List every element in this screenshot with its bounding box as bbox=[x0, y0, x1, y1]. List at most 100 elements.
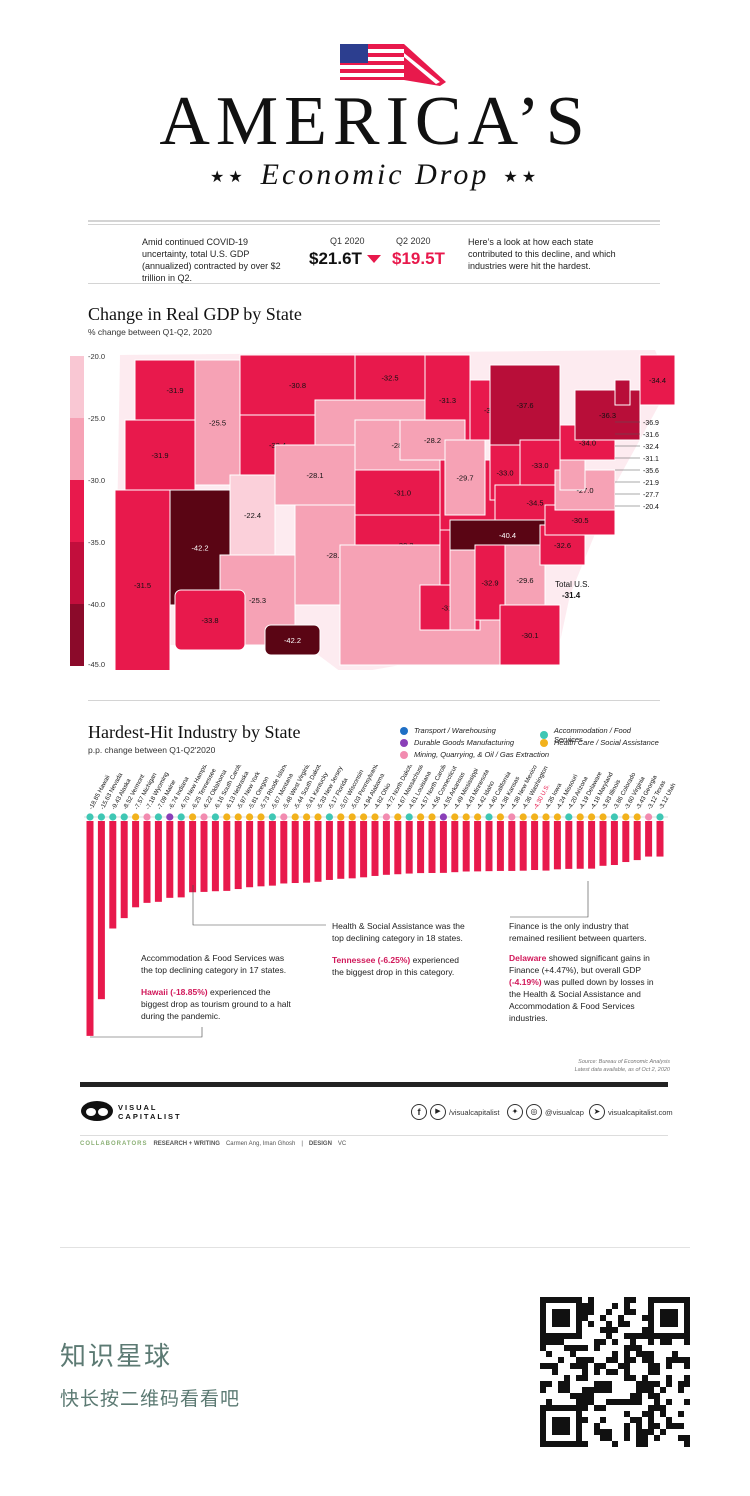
bar-delaware bbox=[576, 821, 584, 869]
bar-alabama bbox=[360, 821, 368, 878]
website-text[interactable]: visualcapitalist.com bbox=[608, 1107, 673, 1117]
industry-dot bbox=[474, 813, 482, 821]
industry-dot bbox=[531, 813, 539, 821]
bar-tennessee bbox=[189, 821, 197, 893]
qr-module bbox=[582, 1405, 588, 1411]
industry-dot bbox=[542, 813, 550, 821]
qr-module bbox=[594, 1387, 600, 1393]
industry-dot bbox=[348, 813, 356, 821]
bar-colorado bbox=[610, 821, 618, 866]
industry-dot bbox=[189, 813, 197, 821]
social-group-2[interactable]: ✦ ◎ @visualcap bbox=[507, 1104, 584, 1120]
qr-code[interactable] bbox=[540, 1297, 690, 1447]
qr-module bbox=[624, 1357, 630, 1363]
leader-hawaii bbox=[90, 1027, 203, 1038]
qr-module bbox=[540, 1363, 546, 1369]
state-ut bbox=[229, 474, 276, 556]
scale-swatch bbox=[70, 418, 84, 480]
qr-module bbox=[654, 1369, 660, 1375]
bar-u-s- bbox=[531, 821, 539, 871]
qr-module bbox=[612, 1441, 618, 1447]
bar-north-dakota bbox=[382, 821, 390, 875]
down-arrow-icon bbox=[367, 255, 381, 263]
collab-design: VC bbox=[337, 1141, 347, 1147]
qr-module bbox=[624, 1375, 630, 1381]
qr-module bbox=[648, 1405, 654, 1411]
industry-dot bbox=[303, 813, 311, 821]
brand-line-1: VISUAL bbox=[118, 1103, 158, 1112]
qr-module bbox=[624, 1429, 630, 1435]
qr-module bbox=[558, 1381, 564, 1387]
bar-south-carolina bbox=[211, 821, 219, 892]
visual-capitalist-logo-icon bbox=[81, 1101, 113, 1121]
qr-module bbox=[654, 1405, 660, 1411]
state-value-label: -29.7 bbox=[456, 474, 473, 483]
industry-dot bbox=[576, 813, 584, 821]
industry-dot bbox=[428, 813, 436, 821]
qr-module bbox=[570, 1351, 576, 1357]
us-gdp-map: -31.9 -31.9 -25.5 -30.8 -32.4 -42.2 -31.5 -22.4… bbox=[115, 350, 675, 670]
industry-dot bbox=[462, 813, 470, 821]
main-title: AMERICA’S bbox=[159, 83, 591, 160]
industry-dot bbox=[223, 813, 231, 821]
qr-module bbox=[564, 1375, 570, 1381]
bar-ohio bbox=[371, 821, 379, 876]
promo-title: 知识星球 bbox=[60, 1341, 173, 1371]
twitter-icon[interactable]: ✦ bbox=[507, 1104, 523, 1120]
qr-module bbox=[552, 1339, 558, 1345]
bar-illinois bbox=[599, 821, 607, 866]
scale-swatch bbox=[70, 604, 84, 666]
qr-module bbox=[642, 1381, 648, 1387]
state-value-label: -28.3 bbox=[326, 551, 343, 560]
state-wv bbox=[559, 454, 586, 491]
bar-connecticut bbox=[428, 821, 436, 873]
qr-module bbox=[636, 1399, 642, 1405]
qr-module bbox=[594, 1345, 600, 1351]
total-us-label: Total U.S. bbox=[555, 580, 590, 589]
state-value-label: -32.5 bbox=[381, 374, 398, 383]
youtube-icon[interactable]: ▶ bbox=[430, 1104, 446, 1120]
bar-oregon bbox=[246, 821, 254, 888]
qr-module bbox=[588, 1297, 594, 1303]
industry-dot bbox=[485, 813, 493, 821]
qr-module bbox=[540, 1381, 546, 1387]
state-value-label: -30.1 bbox=[521, 631, 538, 640]
industry-dot bbox=[371, 813, 379, 821]
qr-module bbox=[594, 1423, 600, 1429]
social-handle-2[interactable]: @visualcap bbox=[545, 1107, 584, 1117]
industry-dot bbox=[246, 813, 254, 821]
bar-nevada bbox=[97, 821, 105, 1000]
bar-wyoming bbox=[143, 821, 151, 903]
intro-right-text: Here’s a look at how each state contribu… bbox=[468, 237, 616, 271]
collab-sep: | bbox=[301, 1141, 303, 1147]
annotation-tennessee: Tennessee (-6.25%) experienced the bigge… bbox=[332, 954, 472, 978]
industry-dot bbox=[154, 813, 162, 821]
divider-intro bbox=[88, 283, 660, 284]
callout-value: -32.4 bbox=[643, 444, 659, 451]
instagram-icon[interactable]: ◎ bbox=[526, 1104, 542, 1120]
website-link[interactable]: ➤ visualcapitalist.com bbox=[589, 1104, 673, 1120]
state-value-label: -31.0 bbox=[394, 489, 411, 498]
qr-module bbox=[630, 1417, 636, 1423]
qr-module bbox=[648, 1423, 654, 1429]
state-value-label: -31.5 bbox=[134, 581, 151, 590]
social-group-1[interactable]: f ▶ /visualcapitalist bbox=[411, 1104, 499, 1120]
industry-dot bbox=[508, 813, 516, 821]
qr-module bbox=[642, 1315, 648, 1321]
facebook-icon[interactable]: f bbox=[411, 1104, 427, 1120]
qr-module bbox=[540, 1345, 546, 1351]
social-handle-1[interactable]: /visualcapitalist bbox=[449, 1107, 500, 1117]
state-value-label: -34.4 bbox=[649, 376, 666, 385]
qr-module bbox=[642, 1435, 648, 1441]
bar-wisconsin bbox=[337, 821, 345, 879]
industry-dot bbox=[394, 813, 402, 821]
qr-module bbox=[678, 1423, 684, 1429]
qr-module bbox=[576, 1345, 582, 1351]
qr-module bbox=[648, 1381, 654, 1387]
industry-dot bbox=[291, 813, 299, 821]
state-value-label: -42.2 bbox=[284, 636, 301, 645]
bar-virginia bbox=[622, 821, 630, 863]
qr-module bbox=[612, 1399, 618, 1405]
qr-module bbox=[594, 1429, 600, 1435]
industry-dot bbox=[633, 813, 641, 821]
